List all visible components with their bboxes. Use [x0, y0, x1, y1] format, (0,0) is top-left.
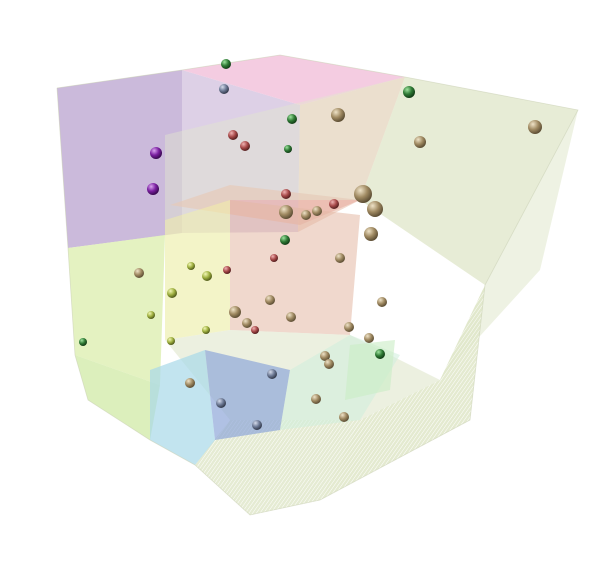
sphere [150, 147, 162, 159]
sphere [281, 189, 291, 199]
sphere [267, 369, 277, 379]
salmon-core-face [230, 200, 360, 335]
sphere [528, 120, 542, 134]
sphere [301, 210, 311, 220]
sphere [279, 205, 293, 219]
sphere [286, 312, 296, 322]
sage-right-panel [360, 77, 578, 285]
lime-left-front [75, 355, 160, 440]
sphere [284, 145, 292, 153]
sphere [202, 326, 210, 334]
sphere [311, 394, 321, 404]
sphere [339, 412, 349, 422]
sphere [229, 306, 241, 318]
sphere [375, 349, 385, 359]
sphere [364, 227, 378, 241]
sphere [403, 86, 415, 98]
sphere [228, 130, 238, 140]
sphere [147, 183, 159, 195]
sky-lower-panel [150, 350, 215, 465]
sphere [251, 326, 259, 334]
hatched-lower-front [195, 420, 360, 515]
sphere [216, 398, 226, 408]
sphere [367, 201, 383, 217]
sphere [223, 266, 231, 274]
sphere [329, 199, 339, 209]
sphere [242, 318, 252, 328]
sphere [265, 295, 275, 305]
sphere [354, 185, 372, 203]
sphere [377, 297, 387, 307]
sphere [320, 351, 330, 361]
sphere [344, 322, 354, 332]
violet-back-panel [57, 70, 182, 248]
sphere [240, 141, 250, 151]
sphere [414, 136, 426, 148]
sphere [79, 338, 87, 346]
sphere [364, 333, 374, 343]
sphere [219, 84, 229, 94]
salmon-upper-panel [298, 77, 405, 232]
sphere [185, 378, 195, 388]
hatched-lower-right [320, 285, 485, 500]
cube-outline [56, 54, 579, 516]
sphere [270, 254, 278, 262]
sphere [287, 114, 297, 124]
sphere [167, 337, 175, 345]
sphere [167, 288, 177, 298]
sphere [252, 420, 262, 430]
sphere [324, 359, 334, 369]
sphere [187, 262, 195, 270]
sphere [147, 311, 155, 319]
sphere [335, 253, 345, 263]
sphere [312, 206, 322, 216]
sphere [202, 271, 212, 281]
sphere [221, 59, 231, 69]
sphere [134, 268, 144, 278]
sphere [280, 235, 290, 245]
sphere [331, 108, 345, 122]
yellow-core-left [165, 200, 230, 340]
spheres [79, 59, 542, 430]
